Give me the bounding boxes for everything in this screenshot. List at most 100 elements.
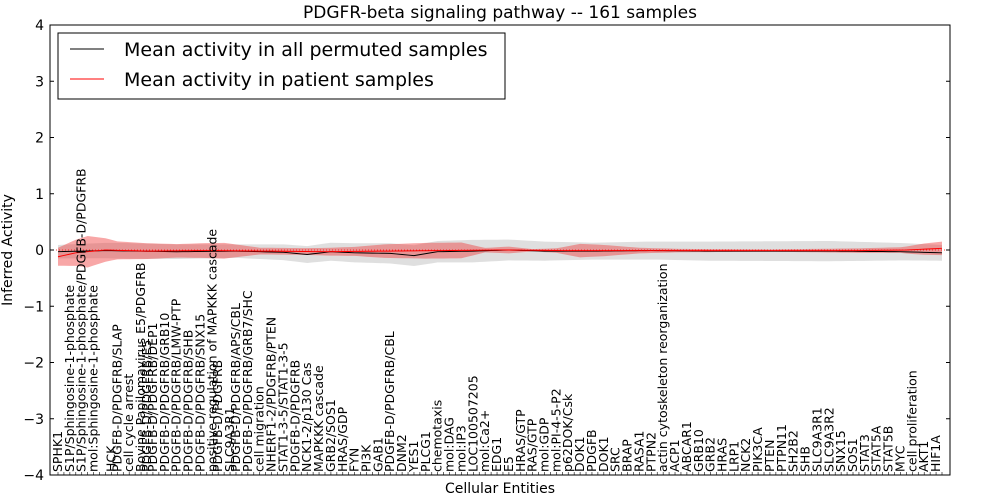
x-tick-label: PDGFB-D/PDGFRB/APS/CBL	[228, 303, 243, 472]
y-tick-label: −3	[23, 412, 44, 428]
x-tick-label: STAT3	[857, 434, 872, 472]
x-tick-label: GRB10	[691, 429, 706, 472]
x-tick-label: mol:GDP	[536, 417, 551, 472]
x-tick-label: PIK3CA	[750, 427, 765, 472]
x-tick-label: PI3K	[359, 444, 374, 472]
x-axis-ticks: SPHK1S1P/Sphingosine-1-phosphateS1P/Sphi…	[50, 168, 943, 475]
x-tick-label: E5	[501, 456, 516, 472]
x-tick-label: DNM2	[394, 434, 409, 472]
x-tick-label: PDGFB-D/PDGFRB/LMW-PTP	[169, 298, 184, 472]
chart-title: PDGFR-beta signaling pathway -- 161 samp…	[303, 3, 697, 23]
x-tick-label: HRAS/GTP	[513, 409, 528, 472]
x-tick-label: PDGFB-D/PDGFRB/DEP1	[145, 323, 160, 473]
x-tick-label: cell cycle arrest	[121, 374, 136, 472]
x-tick-label: DOK1	[596, 436, 611, 472]
x-tick-label: SPHK1	[50, 431, 65, 472]
x-tick-label: positive regulation of MAPKKK cascade	[204, 229, 219, 472]
x-tick-label: SLC9A3R1	[222, 407, 237, 472]
x-tick-label: p62DOK/Csk	[560, 393, 575, 472]
x-tick-label: SRC	[608, 447, 623, 472]
x-tick-label: GRB2/SOS1	[323, 399, 338, 472]
x-tick-label: mol:PI-4-5-P2	[548, 388, 563, 472]
legend: Mean activity in all permuted samples Me…	[57, 32, 506, 100]
x-tick-label: SNX15	[833, 430, 848, 472]
y-tick-label: −2	[23, 356, 44, 372]
y-axis-label: Inferred Activity	[0, 194, 16, 306]
x-tick-label: HIF1A	[928, 435, 943, 472]
x-tick-label: PDGFB-D/PDGFRB/SNX15	[192, 314, 207, 472]
legend-label-patient: Mean activity in patient samples	[124, 69, 434, 91]
x-tick-label: actin cytoskeleton reorganization	[655, 263, 670, 472]
x-tick-label: ACP1	[667, 439, 682, 472]
confidence-bands	[58, 235, 942, 268]
x-tick-label: PDGFB-D/PDGFRB	[210, 360, 225, 472]
y-tick-label: −4	[23, 468, 44, 484]
y-tick-label: 3	[35, 74, 44, 90]
x-tick-label: PTEN	[762, 440, 777, 472]
y-tick-label: 1	[35, 187, 44, 203]
x-tick-label: mol:DAG	[442, 417, 457, 472]
x-tick-label: NCK1-2/p130 Cas	[299, 362, 314, 472]
legend-label-permuted: Mean activity in all permuted samples	[124, 39, 487, 61]
x-tick-label: PTPN2	[643, 432, 658, 472]
x-tick-label: AKT1	[916, 441, 931, 472]
band-1	[58, 235, 942, 268]
x-tick-label: YES1	[406, 441, 421, 473]
x-tick-label: S1P/Sphingosine-1-phosphate/PDGFB-D/PDGF…	[74, 168, 89, 472]
y-tick-label: 4	[35, 18, 44, 34]
x-tick-label: S1P/Sphingosine-1-phosphate	[62, 285, 77, 472]
x-tick-label: PDGFB	[584, 429, 599, 472]
x-tick-label: cell proliferation	[904, 370, 919, 472]
x-tick-label: STAT5A	[869, 425, 884, 472]
x-tick-label: mol:Sphingosine-1-phosphate	[86, 285, 101, 472]
x-tick-label: STAT5B	[881, 426, 896, 472]
x-tick-label: Bovine Papilomavirus E5/PDGFRB	[133, 263, 148, 472]
x-tick-label: SHB	[798, 446, 813, 472]
x-tick-label: LRP1	[726, 441, 741, 472]
x-tick-label: EDG1	[489, 437, 504, 472]
x-axis-label: Cellular Entities	[445, 481, 555, 497]
x-tick-label: PDGFB-D/PDGFRB/GRB7/SHC	[240, 290, 255, 472]
x-tick-label: PDGFB-D/PDGFRB/E5	[139, 340, 154, 472]
x-tick-label: HRAS	[714, 438, 729, 472]
y-tick-label: 0	[35, 243, 44, 259]
legend-box	[57, 32, 506, 100]
x-tick-label: PTPN11	[774, 424, 789, 472]
x-tick-label: HRAS/GDP	[335, 406, 350, 472]
x-tick-label: cell migration	[252, 386, 267, 472]
y-axis-ticks: −4 −3 −2 −1 0 1 2 3 4	[23, 18, 950, 484]
x-tick-label: PDGFB-D/PDGFRB/SLAP	[109, 324, 124, 472]
x-tick-label: PDGFB-D/PDGFRB/GRB10	[157, 313, 172, 472]
x-tick-label: chemotaxis	[430, 400, 445, 472]
x-tick-label: SH2B2	[786, 430, 801, 472]
x-tick-label: HCK	[103, 445, 118, 472]
x-tick-label: SLC9A3R1	[809, 407, 824, 472]
x-tick-label: DOK1	[572, 436, 587, 472]
band-0	[58, 239, 942, 267]
x-tick-label: RAS/GTP	[525, 418, 540, 472]
x-tick-label: mol:IP3	[453, 425, 468, 472]
y-tick-label: 2	[35, 131, 44, 147]
x-tick-label: NHERF1-2/PDGFRB/PTEN	[264, 317, 279, 472]
x-tick-label: FYN	[347, 448, 362, 472]
x-tick-label: GRB2	[703, 437, 718, 472]
x-tick-label: PDGFB-D/PDGFRB/CBL	[382, 331, 397, 472]
x-tick-label: PLCG1	[418, 431, 433, 472]
x-tick-label: LOC100507205	[465, 375, 480, 472]
x-tick-label: SLC9A3R2	[821, 407, 836, 472]
x-tick-label: STAT1-3-5/STAT1-3-5	[275, 342, 290, 472]
y-tick-label: −1	[23, 299, 44, 315]
x-tick-label: MYC	[892, 445, 907, 472]
x-tick-label: PDGFB-D/PDGFRB	[287, 360, 302, 472]
x-tick-label: ABCAR1	[679, 421, 694, 472]
plot-frame	[49, 24, 951, 476]
x-tick-label: BRAP	[620, 439, 635, 472]
x-tick-label: mol:Ca2+	[477, 410, 492, 472]
x-tick-label: MAPKKK cascade	[311, 365, 326, 472]
x-tick-label: SOS1	[845, 438, 860, 472]
x-tick-label: GAB1	[370, 437, 385, 472]
x-tick-label: PDGFB-D/PDGFRB/SHB	[181, 330, 196, 472]
x-tick-label: NCK2	[738, 438, 753, 472]
x-tick-label: RASA1	[631, 431, 646, 472]
